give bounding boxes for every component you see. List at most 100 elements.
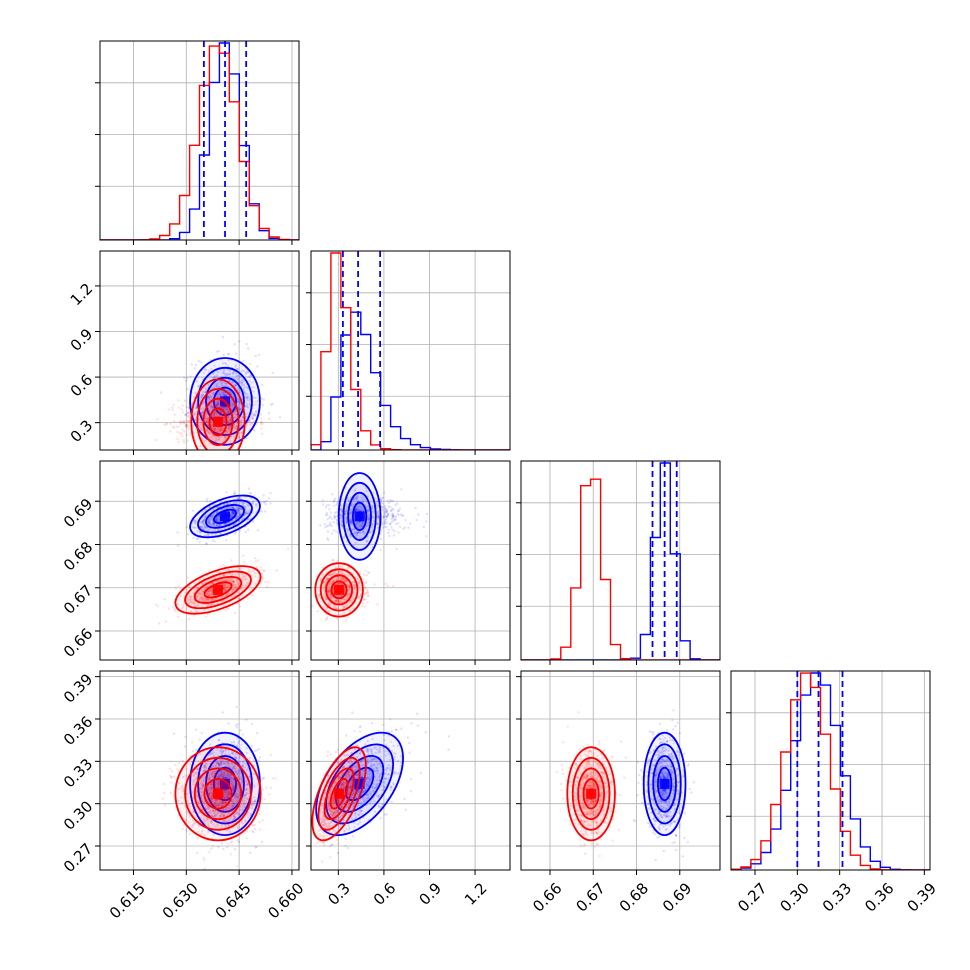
sample-point <box>191 602 194 605</box>
sample-point <box>234 384 238 387</box>
sample-point <box>205 418 209 421</box>
sample-point <box>381 502 384 505</box>
sample-point <box>248 491 251 495</box>
sample-point <box>227 427 230 431</box>
sample-point <box>221 415 224 418</box>
sample-point <box>222 847 225 851</box>
sample-point <box>224 582 227 586</box>
sample-point <box>212 392 215 395</box>
sample-point <box>263 501 266 504</box>
sample-point <box>186 597 189 600</box>
sample-point <box>377 516 381 519</box>
sample-point <box>204 425 207 428</box>
sample-point <box>221 507 225 511</box>
sample-point <box>221 335 225 339</box>
sample-point <box>246 386 249 389</box>
sample-point <box>204 412 208 415</box>
sample-point <box>227 426 231 429</box>
sample-point <box>245 423 248 427</box>
sample-point <box>240 381 243 384</box>
sample-point <box>198 738 201 741</box>
sample-point <box>245 512 248 515</box>
sample-point <box>181 435 184 438</box>
sample-point <box>209 432 212 436</box>
sample-point <box>244 512 247 515</box>
sample-point <box>226 522 229 525</box>
sample-point <box>249 402 252 405</box>
sample-point <box>217 410 220 413</box>
sample-point <box>224 589 227 592</box>
sample-point <box>221 391 224 394</box>
sample-point <box>206 428 209 432</box>
sample-point <box>210 419 213 423</box>
sample-point <box>232 506 235 509</box>
sample-point <box>376 603 379 606</box>
sample-point <box>194 526 197 529</box>
sample-point <box>200 395 203 398</box>
sample-point <box>183 421 186 424</box>
sample-point <box>248 417 251 420</box>
sample-point <box>230 435 233 438</box>
sample-point <box>185 405 188 408</box>
sample-point <box>206 604 209 607</box>
sample-point <box>238 400 241 403</box>
sample-point <box>335 503 338 506</box>
sample-point <box>207 589 211 592</box>
sample-point <box>244 530 247 534</box>
sample-point <box>229 418 232 422</box>
sample-point <box>422 525 426 529</box>
sample-point <box>199 596 203 599</box>
sample-point <box>227 416 230 420</box>
sample-point <box>245 396 249 400</box>
sample-point <box>183 745 187 748</box>
sample-point <box>229 579 233 583</box>
sample-point <box>211 405 214 409</box>
sample-point <box>248 379 251 383</box>
sample-point <box>233 611 237 614</box>
sample-point <box>213 598 216 601</box>
sample-point <box>246 581 249 585</box>
sample-point <box>202 588 206 591</box>
sample-point <box>235 352 238 355</box>
sample-point <box>236 507 239 510</box>
sample-point <box>235 515 239 518</box>
sample-point <box>235 368 239 371</box>
sample-point <box>216 602 219 605</box>
sample-point <box>240 418 243 421</box>
sample-point <box>383 491 386 494</box>
sample-point <box>248 399 251 402</box>
sample-point <box>231 514 234 518</box>
sample-point <box>391 499 395 503</box>
sample-point <box>230 578 233 581</box>
sample-point <box>165 423 169 426</box>
sample-point <box>242 359 245 362</box>
sample-point <box>227 353 230 356</box>
sample-point <box>182 603 185 607</box>
sample-point <box>154 438 157 442</box>
sample-point <box>247 487 251 490</box>
sample-point <box>218 428 222 431</box>
sample-point <box>223 588 226 592</box>
sample-point <box>201 597 204 601</box>
sample-point <box>202 518 205 521</box>
sample-point <box>234 383 238 387</box>
sample-point <box>226 408 229 411</box>
sample-point <box>245 422 249 425</box>
sample-point <box>199 418 202 421</box>
sample-point <box>248 423 252 427</box>
sample-point <box>237 400 241 403</box>
sample-point <box>232 513 235 516</box>
sample-point <box>195 595 198 599</box>
sample-point <box>358 530 361 534</box>
sample-point <box>222 583 226 586</box>
sample-point <box>223 434 226 438</box>
sample-point <box>173 413 176 416</box>
sample-point <box>234 371 238 375</box>
sample-point <box>278 415 282 419</box>
sample-point <box>210 435 213 439</box>
sample-point <box>255 422 258 425</box>
sample-point <box>244 578 247 581</box>
sample-point <box>256 529 260 532</box>
sample-point <box>386 499 389 502</box>
sample-point <box>232 580 235 584</box>
